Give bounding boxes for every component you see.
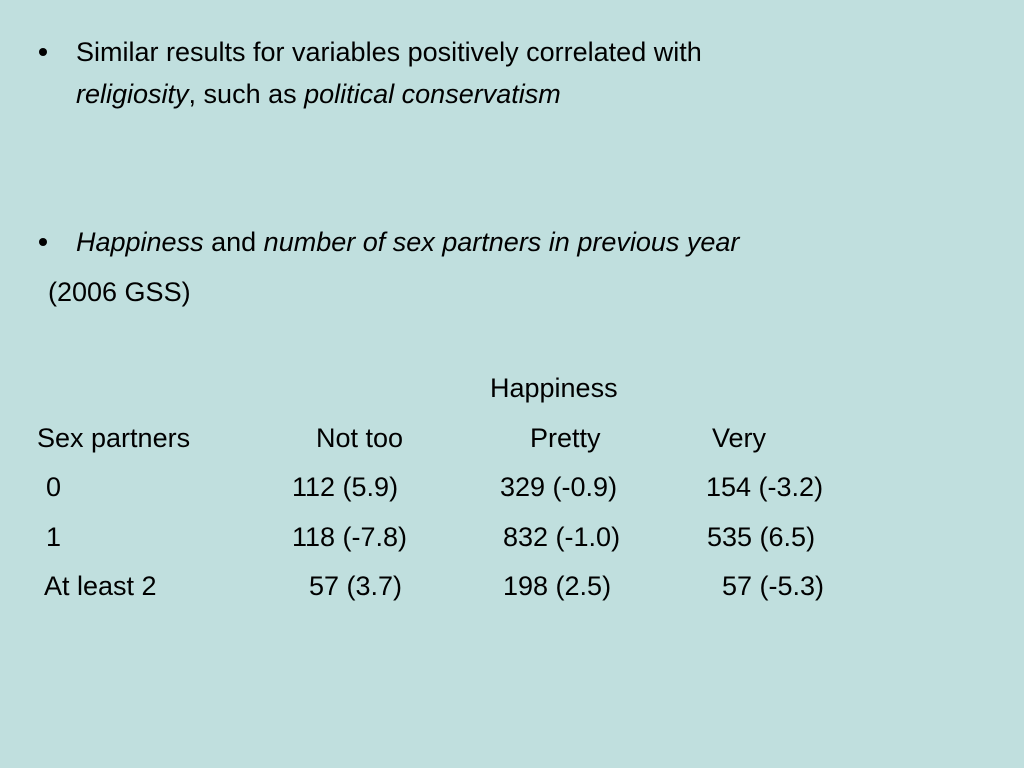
column-header: Very bbox=[712, 423, 767, 453]
table-cell: 198 (2.5) bbox=[503, 571, 612, 601]
emphasis: political conservatism bbox=[304, 79, 561, 109]
table-caption: Happiness bbox=[490, 373, 618, 403]
column-header: Pretty bbox=[530, 423, 601, 453]
row-label: At least 2 bbox=[44, 571, 157, 601]
column-header: Sex partners bbox=[37, 423, 191, 453]
emphasis: religiosity bbox=[76, 79, 189, 109]
bullet-text: Happiness and number of sex partners in … bbox=[76, 228, 739, 256]
table-cell: 154 (-3.2) bbox=[706, 472, 824, 502]
emphasis: number of sex partners in previous year bbox=[263, 227, 740, 257]
column-header: Not too bbox=[316, 423, 404, 453]
bullet-text: Similar results for variables positively… bbox=[76, 38, 702, 66]
table-cell: 118 (-7.8) bbox=[292, 522, 408, 552]
bullet-marker bbox=[39, 48, 47, 56]
bullet-text: religiosity, such as political conservat… bbox=[76, 80, 561, 108]
text: , such as bbox=[188, 79, 297, 109]
text: and bbox=[211, 227, 257, 257]
table-cell: 57 (3.7) bbox=[309, 571, 403, 601]
table-cell: 57 (-5.3) bbox=[722, 571, 825, 601]
row-label: 0 bbox=[46, 472, 62, 502]
table-cell: 535 (6.5) bbox=[707, 522, 816, 552]
text: Similar results for variables positively… bbox=[76, 37, 702, 67]
row-label: 1 bbox=[46, 522, 62, 552]
table-cell: 112 (5.9) bbox=[292, 472, 399, 502]
emphasis: Happiness bbox=[76, 227, 204, 257]
source-note: (2006 GSS) bbox=[48, 277, 191, 307]
table-cell: 832 (-1.0) bbox=[503, 522, 621, 552]
table-cell: 329 (-0.9) bbox=[500, 472, 618, 502]
bullet-marker bbox=[39, 238, 47, 246]
